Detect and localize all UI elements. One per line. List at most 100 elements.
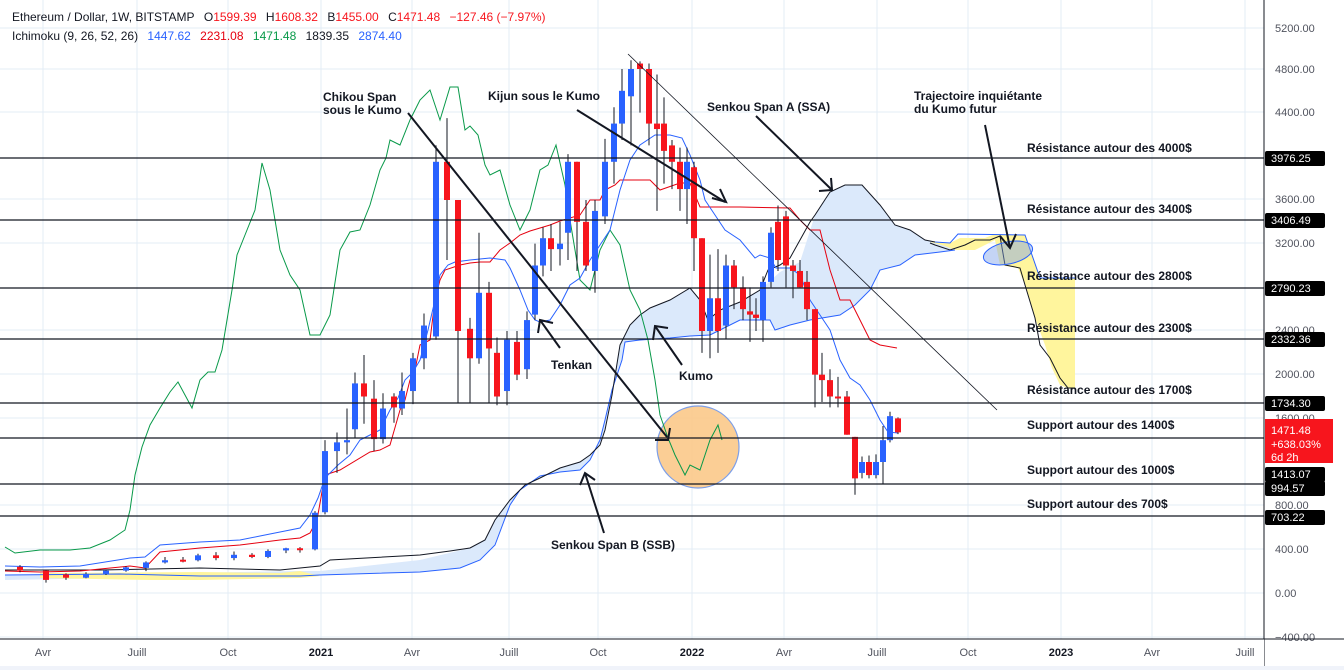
indicator-value-tenkan: 1447.62 (147, 29, 191, 43)
kijun-line (4, 179, 898, 573)
svg-text:2332.36: 2332.36 (1271, 334, 1311, 346)
ohlc-change: −127.46 (−7.97%) (449, 10, 546, 24)
svg-text:Oct: Oct (219, 647, 236, 659)
candle (391, 393, 397, 423)
arrow-ssb (579, 471, 605, 534)
candle (143, 561, 149, 572)
svg-text:Juill: Juill (868, 647, 887, 659)
candle (421, 313, 427, 370)
level-label: Résistance autour des 2300$ (1027, 321, 1192, 335)
candle (753, 298, 759, 331)
arrow-trajectory (984, 124, 1017, 250)
candle (852, 436, 858, 495)
candle (103, 570, 109, 575)
candle (83, 572, 89, 579)
candle (819, 352, 825, 402)
ohlc-high: H1608.32 (265, 10, 318, 24)
candle (783, 210, 789, 288)
candle (334, 432, 340, 473)
svg-text:1734.30: 1734.30 (1271, 398, 1311, 410)
candle (43, 569, 49, 583)
trendline-thin[interactable] (627, 53, 998, 411)
candle (723, 254, 729, 339)
candlesticks (17, 60, 901, 583)
arrow-kijun (576, 109, 728, 204)
candle (684, 147, 690, 225)
svg-text:800.00: 800.00 (1275, 500, 1309, 512)
svg-text:2000.00: 2000.00 (1275, 369, 1315, 381)
candle (557, 221, 563, 266)
candle (812, 309, 818, 408)
chart-legend: Ethereum / Dollar, 1W, BITSTAMP O1599.39… (12, 8, 552, 46)
svg-text:6d 2h: 6d 2h (1271, 452, 1299, 464)
symbol-title: Ethereum / Dollar, 1W, BITSTAMP (12, 10, 195, 24)
candle (195, 553, 201, 562)
symbol-legend-row[interactable]: Ethereum / Dollar, 1W, BITSTAMP O1599.39… (12, 8, 552, 27)
ohlc-open: O1599.39 (203, 10, 257, 24)
svg-text:Avr: Avr (404, 647, 421, 659)
candle (859, 456, 865, 479)
candle (592, 200, 598, 293)
svg-text:0.00: 0.00 (1275, 588, 1296, 600)
chikou-span-line (4, 86, 723, 554)
horizontal-levels: Résistance autour des 4000$ Résistance au… (0, 141, 1264, 517)
candle (162, 556, 168, 564)
candle (628, 60, 634, 146)
candle (804, 270, 810, 321)
candle (63, 573, 69, 580)
candle (399, 372, 405, 416)
candle (715, 249, 721, 353)
candle (887, 411, 893, 443)
candle (731, 260, 737, 310)
candle (486, 281, 492, 404)
svg-text:703.22: 703.22 (1271, 512, 1305, 524)
candle (548, 224, 554, 271)
candle (444, 118, 450, 261)
indicator-value-ssb: 2874.40 (358, 29, 402, 43)
arrow-kumo (652, 324, 683, 366)
candle (880, 425, 886, 484)
candle (249, 553, 255, 559)
annotation-label: du Kumo futur (914, 102, 997, 116)
trendline-bold[interactable] (407, 112, 668, 438)
svg-text:4400.00: 4400.00 (1275, 107, 1315, 119)
candle (433, 145, 439, 340)
candle (844, 391, 850, 435)
candle (322, 440, 328, 515)
svg-text:2790.23: 2790.23 (1271, 283, 1311, 295)
candle (455, 200, 461, 404)
candle (740, 276, 746, 321)
candle (574, 161, 580, 271)
senkou-span-a-line (5, 184, 936, 571)
candle (768, 227, 774, 288)
candle (866, 455, 872, 479)
candle (213, 552, 219, 561)
svg-text:1413.07: 1413.07 (1271, 469, 1311, 481)
candle (410, 352, 416, 405)
candle (654, 74, 660, 211)
candle (677, 147, 683, 211)
annotation-label: Kijun sous le Kumo (488, 89, 600, 103)
svg-text:3976.25: 3976.25 (1271, 153, 1311, 165)
svg-text:4800.00: 4800.00 (1275, 64, 1315, 76)
candle (17, 565, 23, 573)
time-axis-panel[interactable] (0, 639, 1264, 670)
candle (637, 61, 643, 113)
candle (760, 276, 766, 342)
svg-text:Juill: Juill (1236, 647, 1255, 659)
candle (371, 380, 377, 452)
candle (797, 260, 803, 288)
arrow-chikou-head (655, 427, 671, 441)
candle (380, 393, 386, 444)
svg-text:5200.00: 5200.00 (1275, 23, 1315, 35)
candle (661, 97, 667, 184)
ohlc-close: C1471.48 (388, 10, 441, 24)
candle (312, 511, 318, 551)
candle (691, 161, 697, 271)
indicator-legend-row[interactable]: Ichimoku (9, 26, 52, 26) 1447.62 2231.08… (12, 27, 552, 46)
arrow-tenkan (537, 318, 561, 349)
candle (283, 547, 289, 554)
candle (123, 566, 129, 572)
annotation-label: Trajectoire inquiétante (914, 89, 1042, 103)
